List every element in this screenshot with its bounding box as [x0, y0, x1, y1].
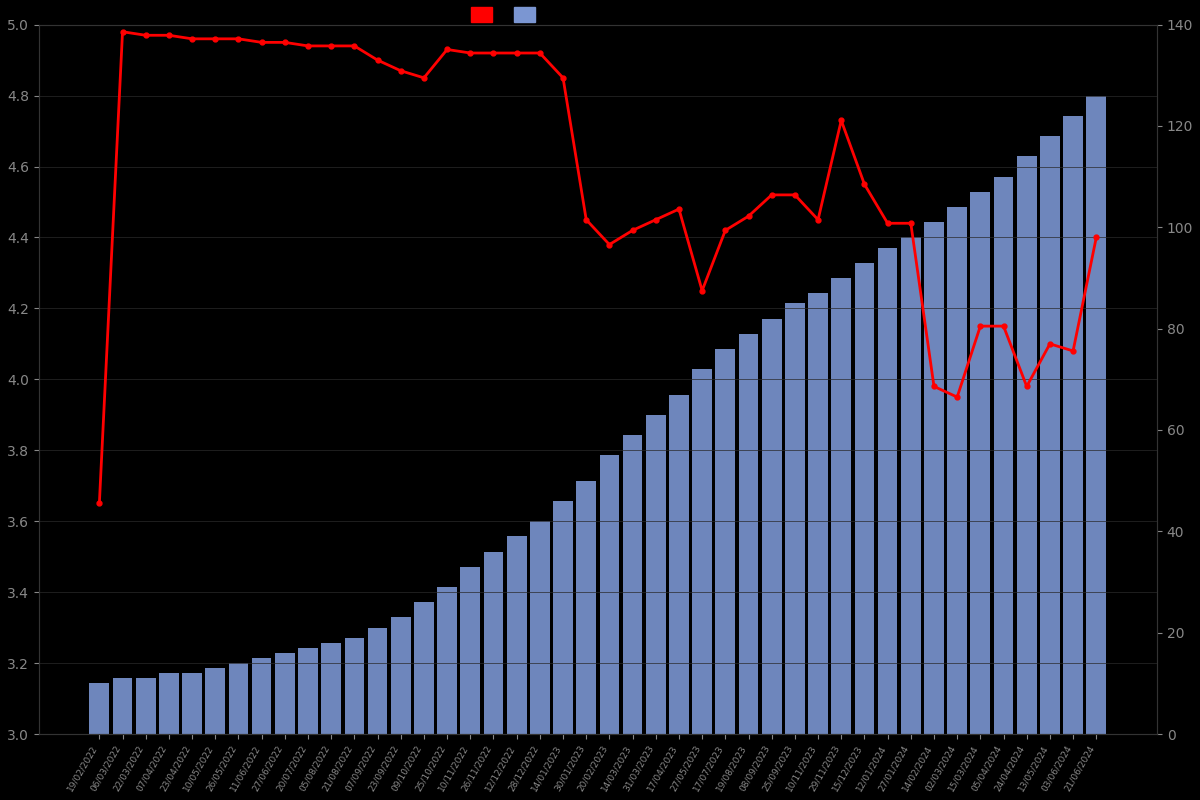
- Bar: [1063, 116, 1082, 734]
- Bar: [901, 238, 920, 734]
- Bar: [947, 207, 967, 734]
- Bar: [414, 602, 433, 734]
- Bar: [785, 303, 805, 734]
- Bar: [832, 278, 851, 734]
- Bar: [530, 522, 550, 734]
- Bar: [553, 501, 572, 734]
- Bar: [877, 247, 898, 734]
- Bar: [762, 318, 781, 734]
- Bar: [367, 628, 388, 734]
- Bar: [275, 653, 295, 734]
- Bar: [160, 674, 179, 734]
- Bar: [739, 334, 758, 734]
- Bar: [136, 678, 156, 734]
- Bar: [1016, 156, 1037, 734]
- Bar: [809, 293, 828, 734]
- Bar: [924, 222, 944, 734]
- Bar: [344, 638, 365, 734]
- Bar: [715, 349, 736, 734]
- Bar: [646, 414, 666, 734]
- Bar: [692, 369, 712, 734]
- Bar: [229, 663, 248, 734]
- Bar: [576, 481, 596, 734]
- Bar: [484, 552, 503, 734]
- Bar: [461, 567, 480, 734]
- Bar: [182, 674, 202, 734]
- Bar: [391, 618, 410, 734]
- Bar: [298, 648, 318, 734]
- Bar: [113, 678, 132, 734]
- Bar: [623, 435, 642, 734]
- Legend: , : ,: [467, 3, 550, 26]
- Bar: [854, 262, 875, 734]
- Bar: [90, 683, 109, 734]
- Bar: [437, 587, 457, 734]
- Bar: [1040, 136, 1060, 734]
- Bar: [322, 643, 341, 734]
- Bar: [1086, 95, 1106, 734]
- Bar: [506, 537, 527, 734]
- Bar: [994, 177, 1013, 734]
- Bar: [971, 192, 990, 734]
- Bar: [205, 668, 226, 734]
- Bar: [670, 394, 689, 734]
- Bar: [252, 658, 271, 734]
- Bar: [600, 455, 619, 734]
